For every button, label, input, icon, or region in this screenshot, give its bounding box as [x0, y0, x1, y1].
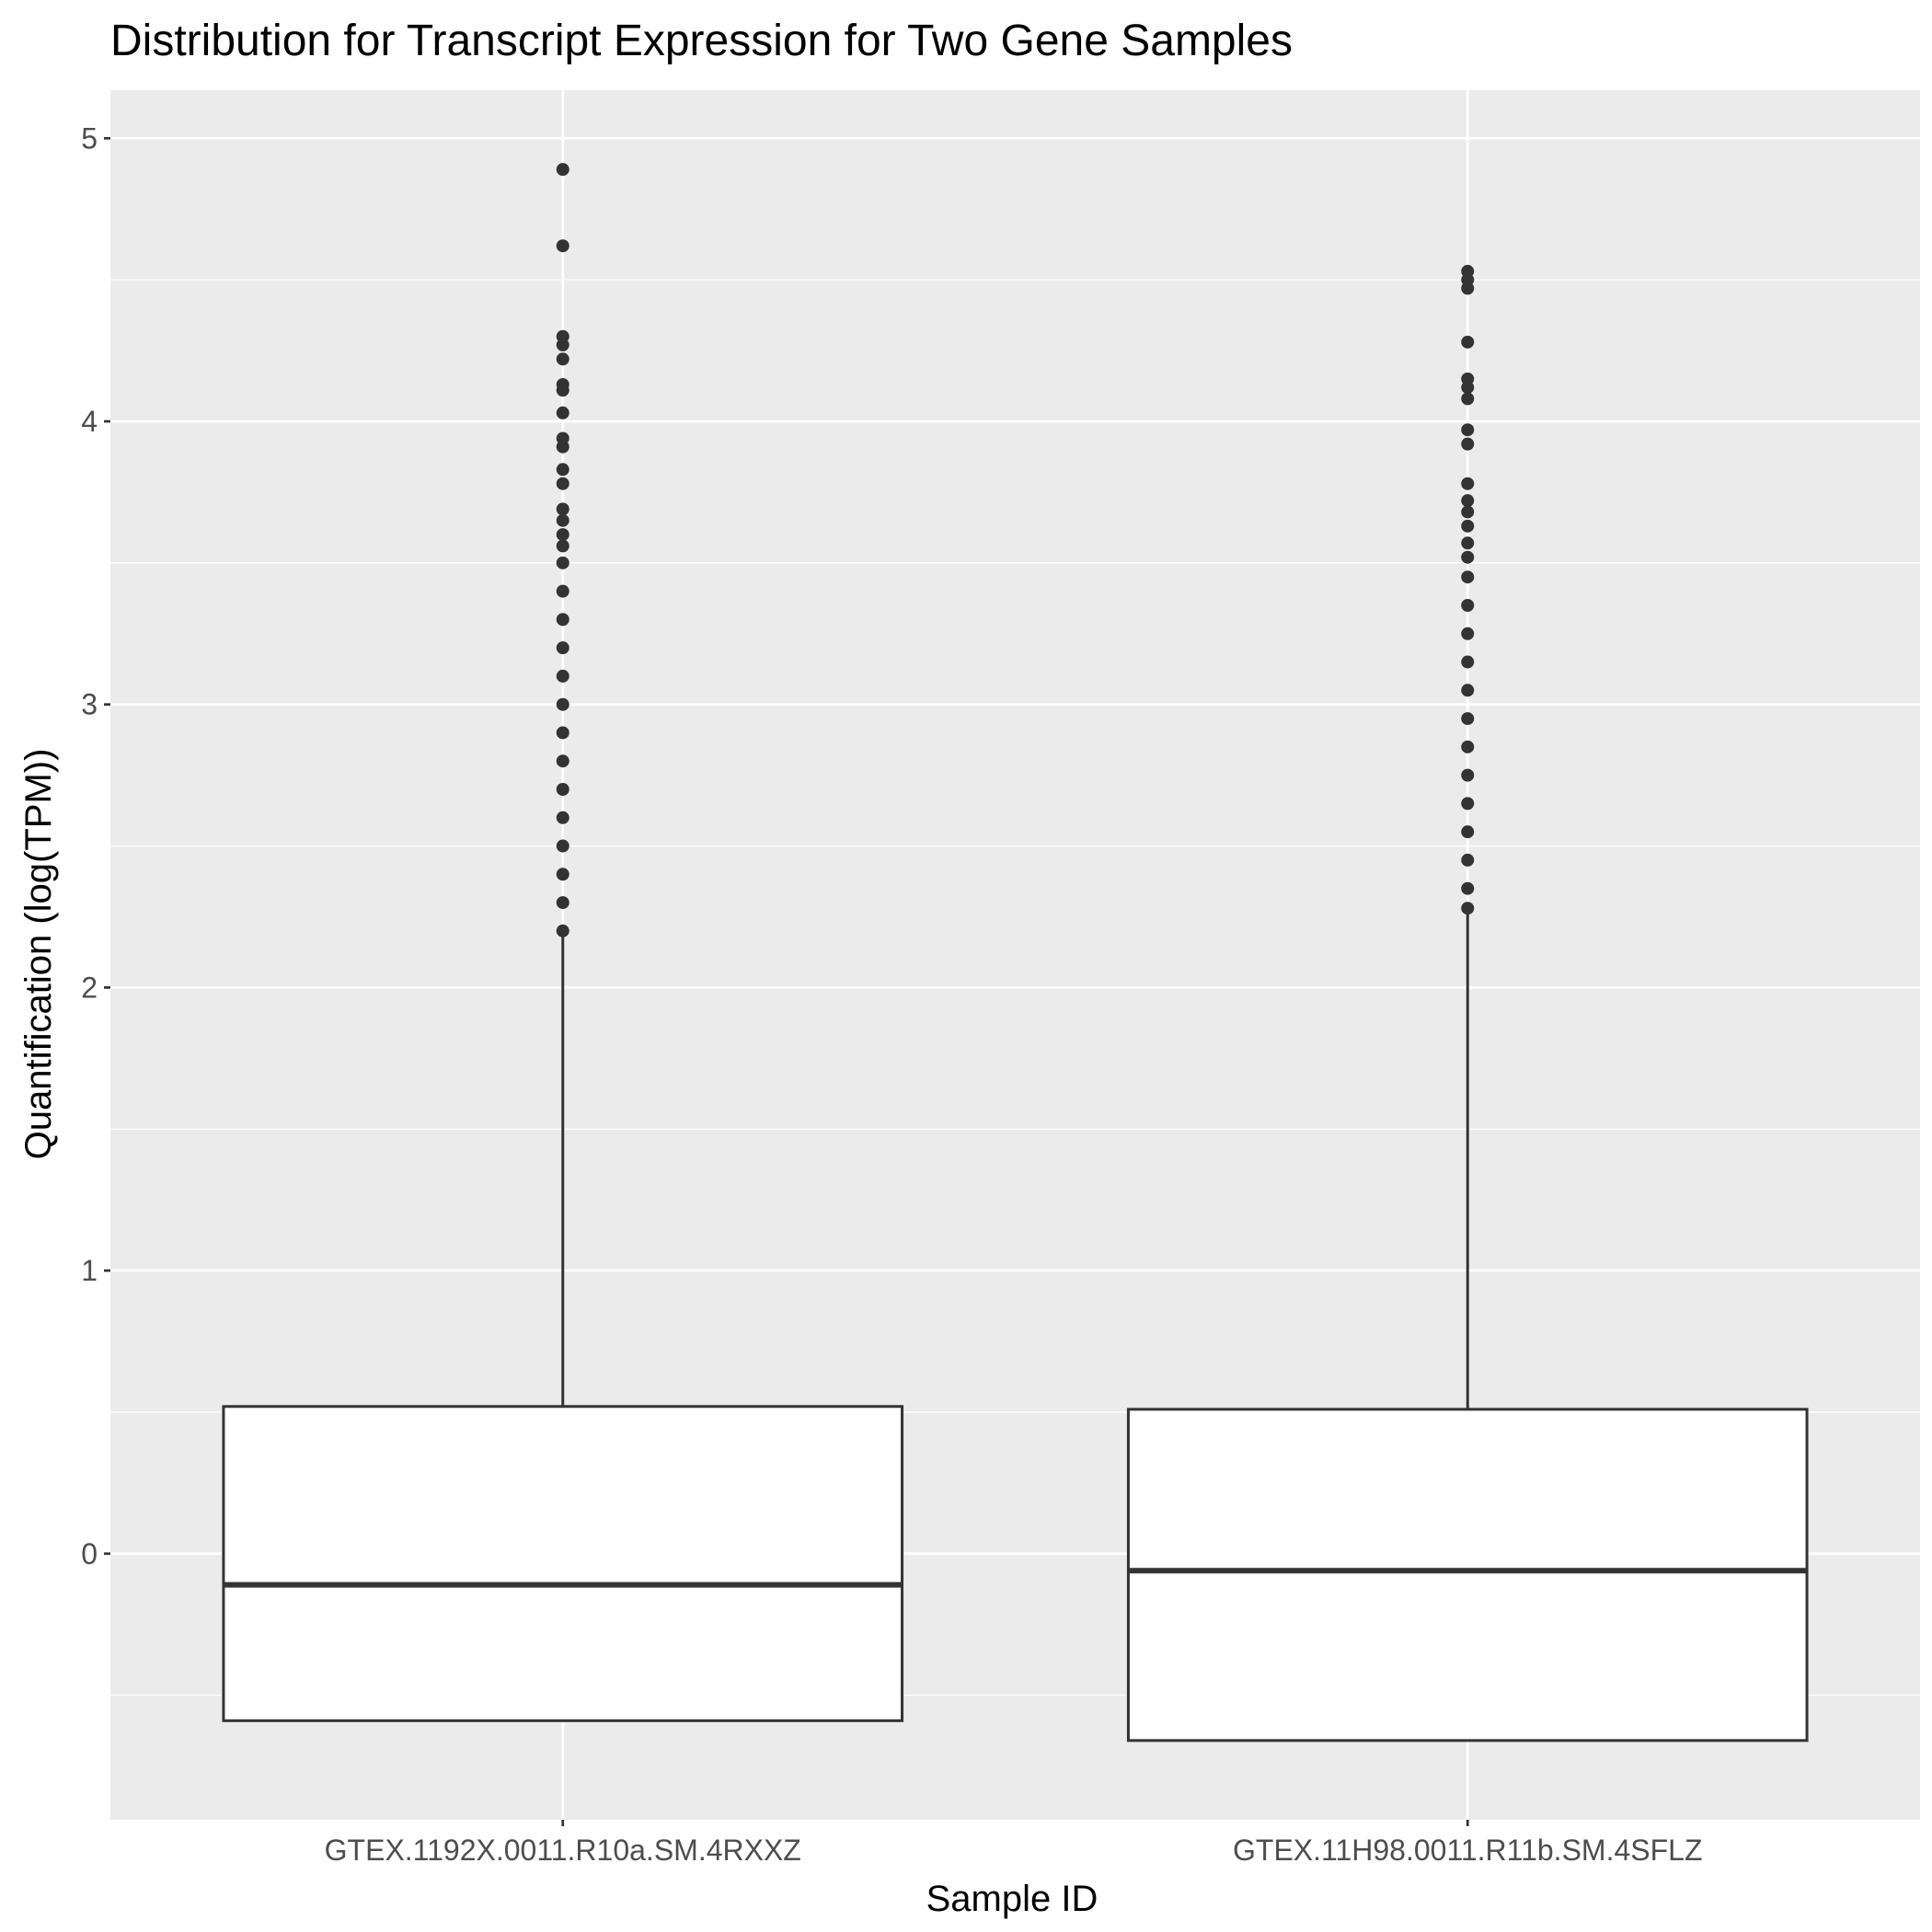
outlier-point [556, 839, 569, 853]
outlier-point [1461, 519, 1475, 533]
y-tick-label: 1 [81, 1254, 98, 1287]
outlier-point [556, 811, 569, 824]
outlier-point [1461, 264, 1475, 278]
outlier-point [556, 163, 569, 177]
outlier-point [1461, 825, 1475, 839]
outlier-point [556, 352, 569, 366]
outlier-point [1461, 392, 1475, 406]
outlier-point [556, 613, 569, 627]
outlier-point [1461, 881, 1475, 895]
outlier-point [556, 783, 569, 796]
outlier-point [1461, 797, 1475, 811]
outlier-point [1461, 437, 1475, 451]
box-iqr [222, 1405, 904, 1722]
outlier-point [1461, 570, 1475, 584]
outlier-point [556, 697, 569, 711]
outlier-point [1461, 740, 1475, 753]
outlier-point [556, 641, 569, 655]
outlier-point [556, 431, 569, 445]
chart-title: Distribution for Transcript Expression f… [110, 17, 1293, 65]
outlier-point [556, 754, 569, 768]
box-group [1126, 264, 1809, 1742]
y-tick-label: 5 [81, 121, 98, 155]
outlier-point [556, 868, 569, 881]
outlier-point [1461, 902, 1475, 915]
outlier-point [556, 463, 569, 477]
y-tick-label: 0 [81, 1537, 98, 1570]
plot-area: 0 1 2 3 4 5 GTEX.1192X.0011.R10a.SM.4RXXZ GTEX.… [81, 90, 1920, 1867]
outlier-point [1461, 712, 1475, 726]
outlier-point [556, 669, 569, 683]
outlier-point [556, 378, 569, 391]
outlier-point [556, 477, 569, 490]
box-iqr [1126, 1408, 1809, 1742]
outlier-point [556, 556, 569, 569]
x-tick-label: GTEX.11H98.0011.R11b.SM.4SFLZ [1233, 1834, 1702, 1867]
outlier-point [1461, 494, 1475, 508]
y-tick-label: 2 [81, 971, 98, 1004]
outlier-point [1461, 768, 1475, 782]
outlier-point [1461, 627, 1475, 640]
outlier-point [556, 513, 569, 527]
outlier-point [1461, 853, 1475, 867]
outlier-point [1461, 655, 1475, 669]
outlier-point [556, 726, 569, 740]
y-tick-label: 3 [81, 688, 98, 721]
x-axis-title: Sample ID [926, 1879, 1098, 1919]
outlier-point [1461, 599, 1475, 612]
outlier-point [556, 329, 569, 343]
outlier-point [1461, 550, 1475, 564]
x-tick-label: GTEX.1192X.0011.R10a.SM.4RXXZ [325, 1834, 801, 1867]
outlier-point [556, 539, 569, 553]
outlier-point [556, 896, 569, 910]
outlier-point [556, 502, 569, 516]
outlier-point [556, 239, 569, 253]
outlier-point [1461, 684, 1475, 697]
box-group [222, 163, 904, 1722]
outlier-point [1461, 372, 1475, 385]
outlier-point [556, 584, 569, 598]
outlier-point [1461, 335, 1475, 349]
outlier-point [1461, 477, 1475, 490]
outlier-point [556, 924, 569, 937]
y-axis-title: Quantification (log(TPM)) [18, 749, 59, 1160]
outlier-point [1461, 423, 1475, 437]
outlier-point [1461, 505, 1475, 519]
outlier-point [556, 528, 569, 542]
outlier-point [1461, 536, 1475, 550]
outlier-point [556, 406, 569, 420]
y-tick-label: 4 [81, 405, 98, 438]
